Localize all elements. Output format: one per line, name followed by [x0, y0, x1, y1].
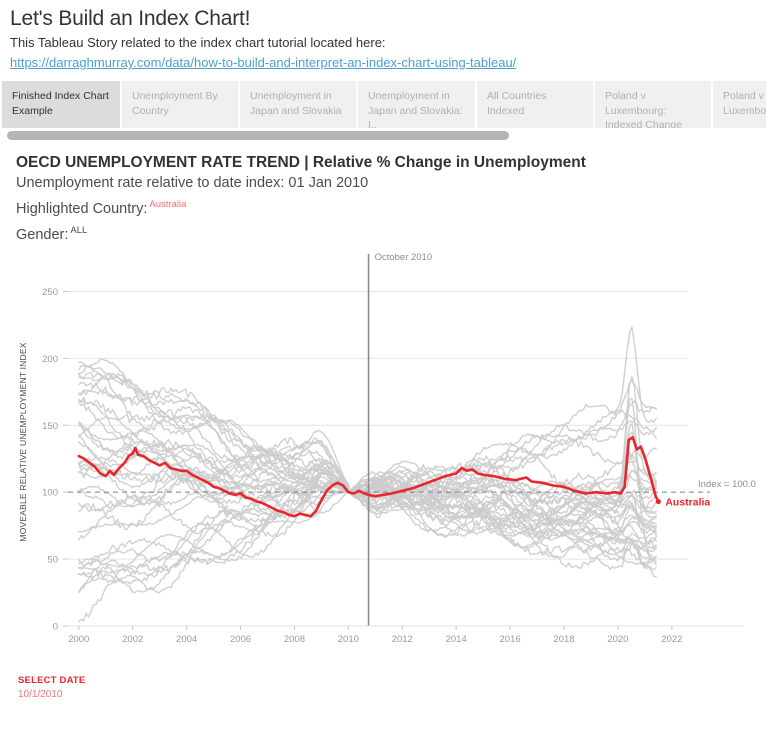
story-tab-5[interactable]: Poland v Luxembourg: Indexed Change [595, 81, 711, 128]
select-date-title: SELECT DATE [18, 675, 86, 686]
x-tick-label: 2014 [446, 634, 467, 645]
select-date-control[interactable]: SELECT DATE 10/1/2010 [18, 674, 85, 702]
viz-title: OECD UNEMPLOYMENT RATE TREND | Relative … [16, 154, 586, 171]
x-tick-label: 2000 [68, 634, 89, 645]
x-tick-label: 2004 [176, 634, 197, 645]
story-tab-4[interactable]: All Countries Indexed [477, 81, 593, 128]
x-tick-label: 2018 [553, 634, 574, 645]
story-tab-label: Unemployment By Country [132, 90, 218, 117]
background-country-line[interactable] [78, 450, 657, 571]
x-tick-label: 2020 [607, 634, 628, 645]
background-country-line[interactable] [78, 373, 657, 578]
gender-label: Gender: [16, 226, 69, 243]
story-tab-label: Finished Index Chart Example [12, 90, 109, 117]
page-title: Let's Build an Index Chart! [10, 7, 251, 30]
story-tab-label: Unemployment in Japan and Slovakia: I.. [368, 90, 463, 128]
highlight-series-group[interactable]: Australia [77, 436, 711, 518]
story-tab-label: Poland v Luxembourg: Indexed Change [605, 90, 683, 128]
background-country-line[interactable] [78, 484, 657, 570]
x-tick-label: 2002 [122, 634, 143, 645]
highlighted-country-label: Highlighted Country: [16, 200, 148, 217]
story-header: Let's Build an Index Chart! This Tableau… [0, 0, 768, 72]
story-tab-0[interactable]: Finished Index Chart Example [2, 81, 120, 128]
background-country-line[interactable] [78, 389, 657, 545]
y-axis-title: MOVEABLE RELATIVE UNEMPLOYMENT INDEX [18, 342, 28, 541]
highlight-country-line[interactable] [77, 436, 660, 518]
background-series-group[interactable] [78, 326, 657, 623]
date-reference-label: October 2010 [375, 252, 433, 263]
story-tab-strip-wrapper: Finished Index Chart Example Unemployment… [0, 81, 768, 140]
viz-subtitle: Unemployment rate relative to date index… [16, 175, 369, 191]
tab-scrollbar-track[interactable] [4, 131, 764, 140]
highlighted-country-row: Highlighted Country: Australia [16, 194, 768, 220]
background-country-line[interactable] [78, 470, 657, 541]
y-tick-label: 150 [42, 421, 58, 432]
select-date-value[interactable]: 10/1/2010 [18, 689, 63, 700]
y-tick-label: 100 [42, 488, 58, 499]
gender-row: Gender: ALL [16, 220, 768, 246]
background-country-line[interactable] [78, 453, 657, 535]
y-tick-label: 50 [47, 555, 58, 566]
index-chart-svg[interactable]: Index = 100.0 October 2010 Australia 0 50 150… [0, 246, 768, 646]
index-reference-label: Index = 100.0 [698, 479, 756, 490]
story-tab-1[interactable]: Unemployment By Country [122, 81, 238, 128]
x-tick-label: 2008 [284, 634, 305, 645]
axes: 0 50 150 200 250 100 2000 2002 2004 2006 2008 2010 2… [18, 287, 744, 645]
viz-title-block: OECD UNEMPLOYMENT RATE TREND | Relative … [0, 140, 768, 246]
tab-scrollbar-thumb[interactable] [7, 131, 509, 140]
gender-value[interactable]: ALL [70, 224, 88, 236]
story-tab-label: All Countries Indexed [487, 90, 547, 117]
y-tick-label: 250 [42, 287, 58, 298]
story-tab-label: Unemployment in Japan and Slovakia [250, 90, 342, 117]
background-country-line[interactable] [78, 472, 657, 534]
highlight-series-label[interactable]: Australia [665, 497, 710, 509]
highlight-endpoint-marker[interactable] [655, 498, 661, 505]
highlighted-country-value[interactable]: Australia [149, 199, 187, 210]
background-country-line[interactable] [78, 400, 657, 501]
x-tick-label: 2012 [392, 634, 413, 645]
y-tick-label: 0 [53, 622, 58, 633]
story-tab-6[interactable]: Poland v Luxembourg.. [713, 81, 766, 128]
story-tab-3[interactable]: Unemployment in Japan and Slovakia: I.. [358, 81, 475, 128]
index-chart[interactable]: Index = 100.0 October 2010 Australia 0 50 150… [0, 246, 768, 646]
background-country-line[interactable] [78, 441, 657, 565]
story-tab-2[interactable]: Unemployment in Japan and Slovakia [240, 81, 356, 128]
x-tick-label: 2006 [230, 634, 251, 645]
x-tick-label: 2010 [338, 634, 359, 645]
story-tab-label: Poland v Luxembourg.. [723, 90, 766, 117]
background-country-line[interactable] [78, 446, 657, 623]
background-country-line[interactable] [78, 421, 657, 521]
story-description: This Tableau Story related to the index … [10, 35, 386, 50]
x-tick-label: 2022 [661, 634, 682, 645]
story-tab-strip[interactable]: Finished Index Chart Example Unemployment… [2, 81, 766, 128]
tutorial-link[interactable]: https://darraghmurray.com/data/how-to-bu… [10, 55, 517, 70]
background-country-line[interactable] [78, 376, 657, 566]
y-tick-label: 200 [42, 354, 58, 365]
x-tick-label: 2016 [500, 634, 521, 645]
